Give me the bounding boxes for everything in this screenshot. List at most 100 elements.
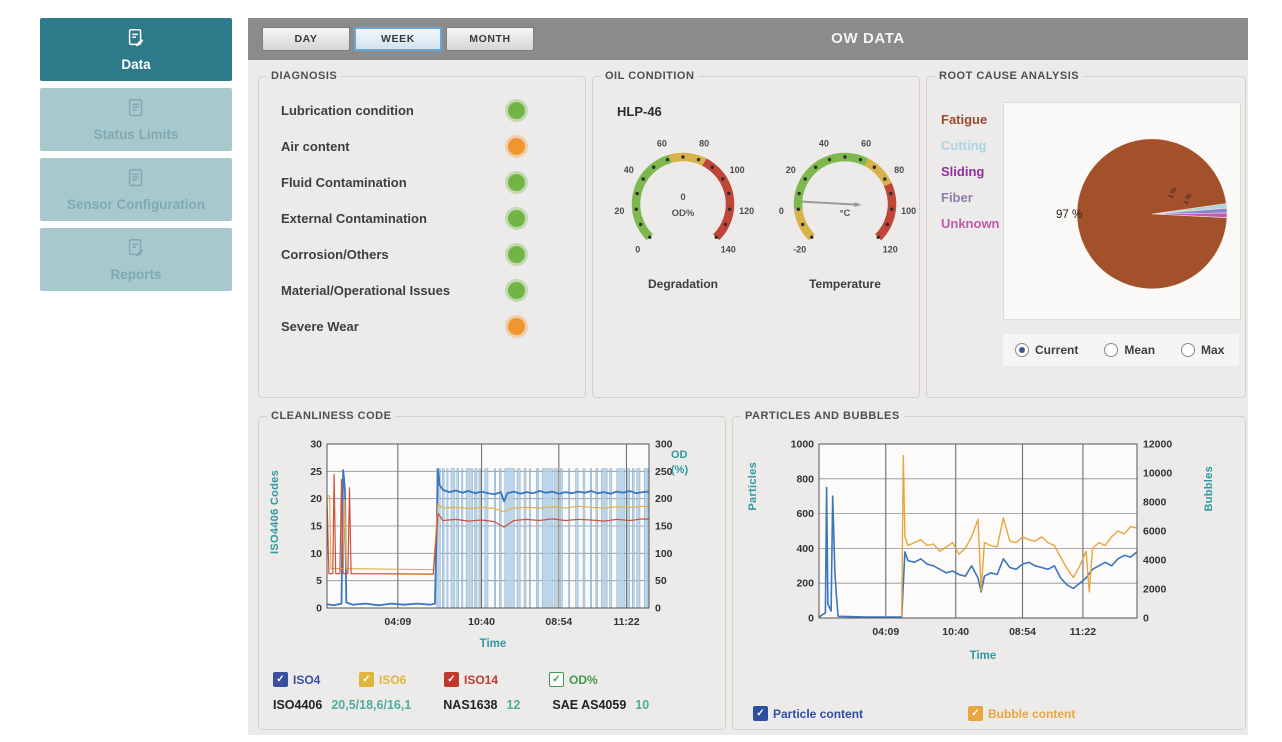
svg-text:11:22: 11:22 [613,616,639,628]
checkbox-iso14[interactable]: ✓ ISO14 [444,672,498,687]
sidebar-item-data[interactable]: Data [40,18,232,81]
gauge-caption: Temperature [809,277,881,291]
svg-text:°C: °C [840,208,851,219]
radio-icon[interactable] [1104,343,1119,357]
svg-text:4000: 4000 [1143,555,1167,567]
sidebar-item-label: Status Limits [93,127,179,142]
checkbox-icon[interactable]: ✓ [968,706,983,721]
svg-text:15: 15 [310,521,322,533]
sidebar-item-status-limits[interactable]: Status Limits [40,88,232,151]
diagnosis-row: Fluid Contamination [281,164,525,200]
svg-text:10000: 10000 [1143,468,1172,480]
od-axis-title: OD (%) [671,449,689,476]
svg-text:97 %: 97 % [1056,209,1082,221]
svg-text:120: 120 [739,206,754,216]
svg-text:50: 50 [655,575,667,587]
checkbox-iso4[interactable]: ✓ ISO4 [273,672,320,687]
legend-item-cutting: Cutting [941,138,987,153]
oil-condition-title: OIL CONDITION [605,70,695,82]
checkbox-particle-content[interactable]: ✓ Particle content [753,706,863,721]
particles-bubbles-panel: PARTICLES AND BUBBLES Particles 0 200 400 6… [732,410,1246,730]
checkbox-iso6[interactable]: ✓ ISO6 [359,672,406,687]
doc-edit-icon [125,27,147,54]
svg-text:2000: 2000 [1143,584,1167,596]
svg-text:OD%: OD% [672,208,695,219]
time-axis-title: Time [969,650,997,662]
week-button[interactable]: WEEK [354,27,442,51]
root-cause-panel: ROOT CAUSE ANALYSIS Fatigue Cutting Slid… [926,70,1246,398]
svg-text:10: 10 [310,548,322,560]
svg-text:30: 30 [310,439,322,451]
month-button[interactable]: MONTH [446,27,534,51]
legend-item-fiber: Fiber [941,190,973,205]
checkbox-icon[interactable]: ✓ [273,672,288,687]
checkbox-icon[interactable]: ✓ [549,672,564,687]
svg-text:40: 40 [819,139,829,149]
sidebar-item-label: Sensor Configuration [67,197,205,212]
svg-text:60: 60 [861,139,871,149]
svg-text:08:54: 08:54 [545,616,572,628]
svg-text:10:40: 10:40 [468,616,495,628]
diagnosis-row: Severe Wear [281,308,525,344]
svg-text:400: 400 [796,543,814,555]
legend-item-fatigue: Fatigue [941,112,988,127]
checkbox-icon[interactable]: ✓ [359,672,374,687]
cleanliness-panel: CLEANLINESS CODE ISO4406 Codes 0 5 10 15 20 2… [258,410,726,730]
status-dot [508,209,525,227]
svg-text:25: 25 [310,466,322,478]
svg-text:04:09: 04:09 [384,616,411,628]
svg-text:20: 20 [786,165,796,175]
pie-view-options: Current Mean Max [1003,334,1239,366]
main-content: DIAGNOSIS Lubrication condition Air cont… [248,60,1248,735]
root-cause-pie-box: 97 % 1 % 1 % [1003,102,1241,320]
status-dot [508,245,525,263]
root-cause-legend: Fatigue Cutting Sliding Fiber Unknown [941,112,1000,242]
bubbles-axis-title: Bubbles [1203,466,1215,512]
svg-text:200: 200 [796,578,814,590]
svg-text:8000: 8000 [1143,497,1167,509]
svg-text:300: 300 [655,439,673,451]
time-range-buttons: DAY WEEK MONTH [262,27,534,51]
checkbox-od[interactable]: ✓ OD% [549,672,598,687]
radio-mean[interactable]: Mean [1104,343,1155,357]
temperature-gauge: -20 0 20 40 60 80 100 120 °C Temperature [765,138,925,291]
diagnosis-row: Air content [281,128,525,164]
doc-lines-icon [125,167,147,194]
day-button[interactable]: DAY [262,27,350,51]
status-dot [508,317,525,335]
svg-text:100: 100 [901,206,916,216]
svg-text:-20: -20 [793,244,806,254]
particles-bubbles-chart: 0200400600800100002000400060008000100001… [791,439,1173,639]
legend-item-sliding: Sliding [941,164,985,179]
svg-text:140: 140 [721,244,736,254]
svg-text:10:40: 10:40 [942,626,969,638]
cleanliness-codes-row: ISO4406 20,5/18,6/16,1 NAS1638 12 SAE AS… [273,698,650,712]
doc-edit-icon [125,237,147,264]
svg-text:60: 60 [657,139,667,149]
degradation-gauge: 0 20 40 60 80 100 120 140 0 OD% Degradation [603,138,763,291]
sidebar-item-reports[interactable]: Reports [40,228,232,291]
checkbox-bubble-content[interactable]: ✓ Bubble content [968,706,1075,721]
radio-max[interactable]: Max [1181,343,1224,357]
svg-text:100: 100 [655,548,673,560]
svg-text:800: 800 [796,473,814,485]
checkbox-icon[interactable]: ✓ [444,672,459,687]
temperature-gauge-svg: -20 0 20 40 60 80 100 120 °C [779,139,916,255]
svg-text:80: 80 [894,165,904,175]
particles-bubbles-title: PARTICLES AND BUBBLES [745,410,900,422]
diagnosis-row: Material/Operational Issues [281,272,525,308]
svg-text:0: 0 [635,244,640,254]
svg-text:40: 40 [624,165,634,175]
radio-icon[interactable] [1015,343,1029,357]
status-dot [508,137,525,155]
radio-current[interactable]: Current [1015,343,1078,357]
root-cause-title: ROOT CAUSE ANALYSIS [939,70,1080,82]
radio-icon[interactable] [1181,343,1196,357]
svg-text:120: 120 [883,244,898,254]
diagnosis-row: External Contamination [281,200,525,236]
svg-text:80: 80 [699,139,709,149]
sidebar-item-sensor-configuration[interactable]: Sensor Configuration [40,158,232,221]
svg-text:5: 5 [316,575,322,587]
checkbox-icon[interactable]: ✓ [753,706,768,721]
